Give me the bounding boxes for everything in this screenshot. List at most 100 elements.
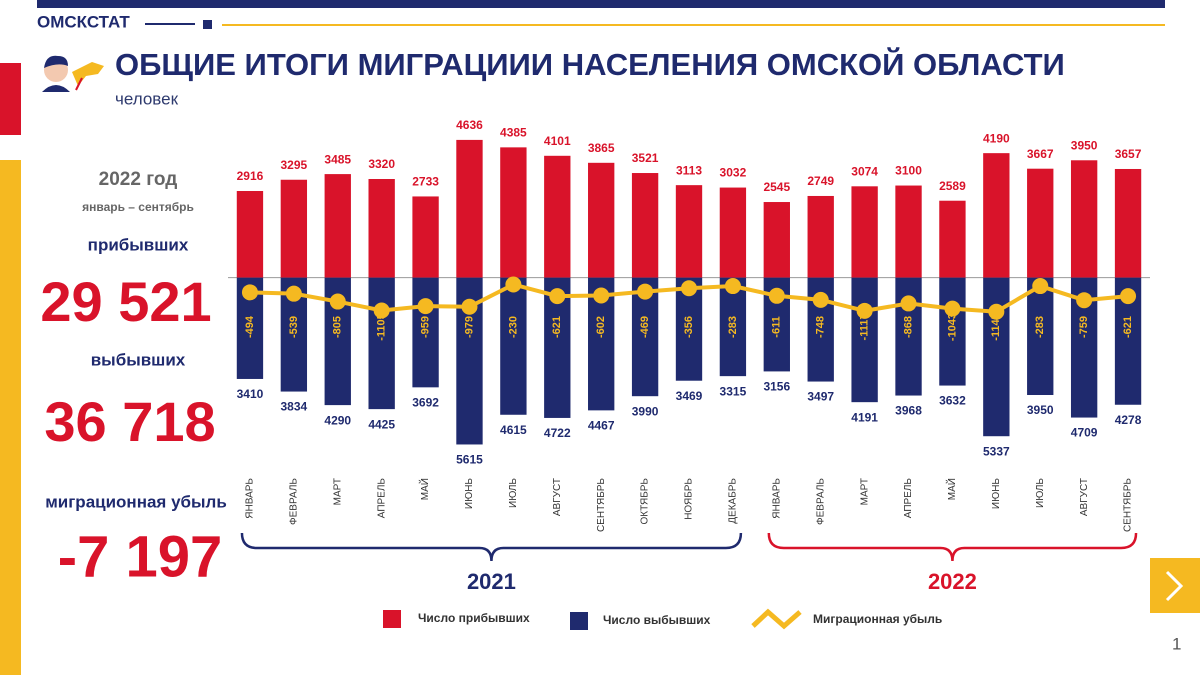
marker — [637, 283, 654, 300]
chart-title: ОБЩИЕ ИТОГИ МИГРАЦИИИ НАСЕЛЕНИЯ ОМСКОЙ О… — [115, 46, 1065, 82]
group-label: 2022 — [928, 569, 977, 594]
bar — [983, 277, 1010, 437]
bar — [631, 173, 659, 278]
value-label: -1105 — [376, 313, 388, 341]
value-label: 3990 — [632, 404, 659, 418]
value-label: 3834 — [281, 400, 308, 414]
marker — [461, 298, 478, 315]
value-label: 4467 — [588, 419, 615, 433]
marker — [768, 287, 785, 304]
next-arrow[interactable] — [1165, 570, 1184, 602]
marker — [373, 302, 390, 319]
value-label: 3485 — [324, 152, 351, 166]
summary: 2022 год январь – сентябрь прибывших 29 … — [40, 169, 226, 589]
value-label: 2749 — [807, 174, 834, 188]
value-label: 3113 — [676, 163, 702, 177]
value-label: 4425 — [368, 417, 395, 431]
value-label: 4290 — [324, 413, 351, 427]
value-label: -868 — [902, 316, 914, 338]
legend-swatch — [570, 612, 588, 630]
summary-value: 29 521 — [40, 270, 211, 333]
bar — [719, 187, 747, 278]
bar — [500, 277, 527, 415]
bar — [939, 200, 966, 278]
x-tick-label: АПРЕЛЬ — [903, 478, 914, 519]
value-label: 3865 — [588, 141, 615, 155]
marker — [812, 291, 829, 308]
x-tick-label: НОЯБРЬ — [684, 478, 695, 520]
value-label: -1147 — [990, 313, 1002, 341]
value-label: -1117 — [859, 314, 871, 341]
marker — [285, 285, 302, 302]
value-label: -1043 — [946, 313, 958, 341]
value-label: 3632 — [939, 394, 966, 408]
group-brace — [767, 532, 1138, 562]
x-tick-label: ФЕВРАЛЬ — [815, 478, 826, 525]
bar — [368, 179, 395, 278]
legend-label: Число прибывших — [418, 611, 530, 625]
x-tick-label: ЯНВАРЬ — [245, 478, 256, 519]
summary-text: миграционная убыль — [45, 492, 227, 511]
bar — [675, 185, 703, 278]
legend-swatch — [751, 608, 802, 630]
marker — [900, 295, 917, 312]
bar — [895, 185, 922, 278]
value-label: 3968 — [895, 404, 922, 418]
value-label: 4191 — [851, 410, 878, 424]
value-label: -959 — [419, 316, 431, 338]
value-label: 4190 — [983, 131, 1010, 145]
top-bar — [37, 0, 1165, 8]
bar — [368, 277, 395, 410]
value-label: 5337 — [983, 444, 1010, 458]
side-accent — [0, 160, 21, 675]
value-label: 2733 — [412, 175, 439, 189]
icon — [42, 55, 104, 92]
bar — [1027, 277, 1054, 396]
value-label: 4722 — [544, 426, 571, 440]
value-label: -748 — [815, 316, 827, 338]
value-label: 4385 — [500, 126, 527, 140]
bar — [324, 174, 351, 278]
bar — [719, 277, 747, 377]
marker — [944, 300, 961, 317]
value-label: -759 — [1078, 316, 1090, 338]
value-label: -979 — [463, 316, 475, 338]
summary-value: 36 718 — [44, 390, 215, 453]
value-label: -621 — [551, 316, 563, 338]
marker — [1076, 292, 1093, 309]
x-tick-label: СЕНТЯБРЬ — [1123, 478, 1134, 532]
value-label: 4278 — [1115, 413, 1142, 427]
x-tick-label: ИЮЛЬ — [1035, 478, 1046, 508]
value-label: 2545 — [763, 180, 790, 194]
value-label: -611 — [771, 316, 783, 337]
x-tick-label: МАРТ — [859, 478, 870, 505]
bar — [939, 277, 966, 386]
value-label: -469 — [639, 316, 651, 338]
legend-label: Миграционная убыль — [813, 612, 942, 626]
bar — [763, 202, 790, 278]
x-tick-label: ФЕВРАЛЬ — [288, 478, 299, 525]
x-tick-label: АПРЕЛЬ — [376, 478, 387, 519]
x-tick-label: ИЮНЬ — [991, 478, 1002, 510]
value-label: 3497 — [807, 390, 834, 404]
summary-text: январь – сентябрь — [82, 200, 194, 214]
bar — [236, 191, 264, 278]
bar — [807, 195, 834, 278]
bar — [851, 186, 878, 278]
value-label: 3657 — [1115, 147, 1142, 161]
x-tick-label: МАРТ — [332, 478, 343, 505]
x-tick-label: ОКТЯБРЬ — [640, 478, 651, 525]
marker — [856, 302, 873, 319]
bar — [1070, 160, 1098, 278]
next-button[interactable] — [1150, 558, 1200, 613]
value-label: -283 — [1034, 316, 1046, 338]
x-tick-label: МАЙ — [945, 478, 958, 500]
value-label: -356 — [683, 316, 695, 338]
bar — [544, 155, 571, 278]
x-tick-label: СЕНТЯБРЬ — [596, 478, 607, 532]
x-tick-label: МАЙ — [418, 478, 431, 500]
bar — [588, 162, 615, 278]
x-tick-label: ЯНВАРЬ — [771, 478, 782, 519]
legend: Число прибывших Число выбывших Миграцион… — [383, 608, 942, 630]
value-label: -230 — [507, 316, 519, 338]
